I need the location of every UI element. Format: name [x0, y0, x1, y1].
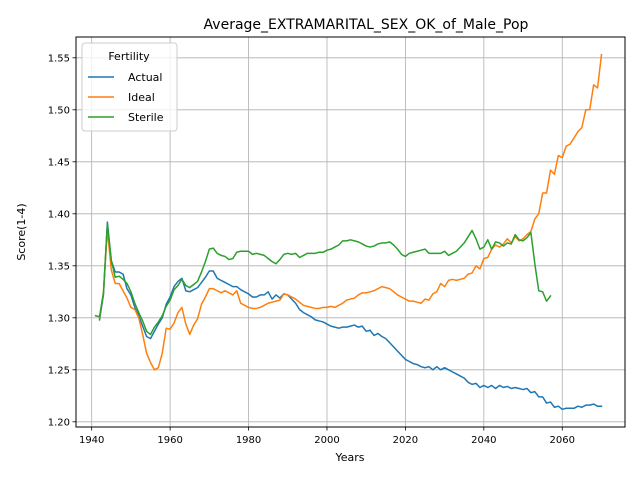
y-tick-label: 1.50: [48, 105, 70, 116]
y-tick-label: 1.40: [48, 209, 70, 220]
x-tick-label: 1960: [157, 435, 182, 446]
legend-title: Fertility: [108, 50, 150, 63]
y-tick-label: 1.30: [48, 313, 70, 324]
legend-label-actual: Actual: [128, 71, 162, 84]
x-tick-label: 2060: [550, 435, 575, 446]
x-tick-label: 2040: [471, 435, 496, 446]
y-tick-label: 1.45: [48, 157, 70, 168]
x-tick-label: 2020: [393, 435, 418, 446]
x-tick-label: 1940: [79, 435, 104, 446]
legend-label-ideal: Ideal: [128, 91, 155, 104]
y-axis-title: Score(1-4): [15, 203, 28, 260]
x-tick-label: 1980: [236, 435, 261, 446]
x-axis-title: Years: [334, 451, 364, 464]
y-tick-label: 1.25: [48, 365, 70, 376]
legend: Fertility Actual Ideal Sterile: [82, 43, 177, 131]
chart-title: Average_EXTRAMARITAL_SEX_OK_of_Male_Pop: [204, 17, 529, 33]
legend-label-sterile: Sterile: [128, 111, 164, 124]
y-tick-label: 1.20: [48, 417, 70, 428]
x-tick-label: 2000: [314, 435, 339, 446]
y-tick-label: 1.55: [48, 53, 70, 64]
y-tick-label: 1.35: [48, 261, 70, 272]
